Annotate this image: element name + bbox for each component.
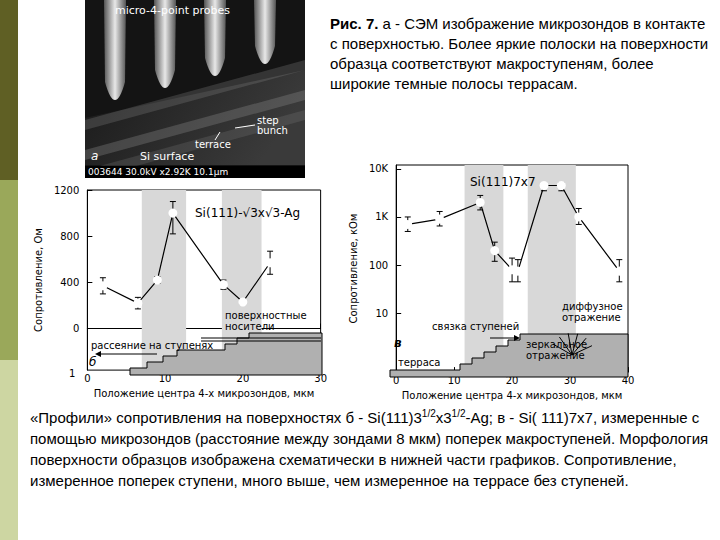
svg-text:0: 0 xyxy=(393,374,400,386)
svg-text:отражение: отражение xyxy=(562,312,621,323)
svg-text:step: step xyxy=(257,115,279,126)
svg-text:10: 10 xyxy=(375,308,388,319)
svg-text:связка ступеней: связка ступеней xyxy=(432,321,519,332)
svg-text:10: 10 xyxy=(158,372,172,384)
html-text:Рис. 7. а - СЭМ изображение ми: Рис. 7. а - СЭМ изображение микрозондов … xyxy=(330,15,709,92)
svg-text:отражение: отражение xyxy=(526,350,585,361)
svg-text:Si(111)7x7: Si(111)7x7 xyxy=(470,175,536,189)
svg-text:micro-4-point probes: micro-4-point probes xyxy=(115,4,230,17)
svg-text:зеркальное: зеркальное xyxy=(526,339,587,350)
svg-text:40: 40 xyxy=(621,374,635,386)
svg-text:а: а xyxy=(91,149,98,163)
svg-text:рассеяние на ступенях: рассеяние на ступенях xyxy=(91,340,213,351)
svg-text:Положение центра 4-х микрозонд: Положение центра 4-х микрозондов, мкм xyxy=(94,388,315,399)
svg-text:bunch: bunch xyxy=(257,125,288,136)
svg-text:носители: носители xyxy=(225,321,275,332)
svg-text:0: 0 xyxy=(73,323,79,334)
svg-text:20: 20 xyxy=(505,374,519,386)
svg-text:терраса: терраса xyxy=(398,357,440,368)
svg-text:1K: 1K xyxy=(375,211,388,222)
svg-text:диффузное: диффузное xyxy=(562,301,623,312)
svg-text:10: 10 xyxy=(447,374,461,386)
svg-text:поверхностные: поверхностные xyxy=(225,310,307,321)
svg-text:Сопротивление, Ом: Сопротивление, Ом xyxy=(33,228,44,332)
svg-text:30: 30 xyxy=(314,372,327,384)
svg-text:800: 800 xyxy=(60,231,79,242)
svg-text:в: в xyxy=(394,336,402,350)
html-text:1/2x3: 1/2x3 xyxy=(421,408,452,426)
svg-text:Положение центра 4-х микрозонд: Положение центра 4-х микрозондов, мкм xyxy=(402,390,623,401)
svg-text:1: 1 xyxy=(69,368,75,379)
svg-text:terrace: terrace xyxy=(195,139,231,150)
svg-text:1200: 1200 xyxy=(54,185,79,196)
svg-text:100: 100 xyxy=(369,260,388,271)
html-text:«Профили» сопротивления на пов: «Профили» сопротивления на поверхностях … xyxy=(30,409,422,426)
svg-text:400: 400 xyxy=(60,277,79,288)
html-text:1/2-Ag; в - Si( 111)7x7, измер: 1/2-Ag; в - Si( 111)7x7, измеренные с по… xyxy=(30,408,709,489)
svg-text:Сопротивление, кОм: Сопротивление, кОм xyxy=(348,214,359,324)
svg-text:10K: 10K xyxy=(369,163,389,174)
svg-text:003644 30.0kV x2.92K 10.1µm: 003644 30.0kV x2.92K 10.1µm xyxy=(88,167,228,177)
svg-text:Si(111)-√3x√3-Ag: Si(111)-√3x√3-Ag xyxy=(195,206,300,220)
svg-text:30: 30 xyxy=(563,374,577,386)
svg-text:0: 0 xyxy=(84,373,90,384)
svg-text:20: 20 xyxy=(236,372,250,384)
svg-text:б: б xyxy=(89,355,97,369)
svg-text:Si surface: Si surface xyxy=(140,150,194,163)
